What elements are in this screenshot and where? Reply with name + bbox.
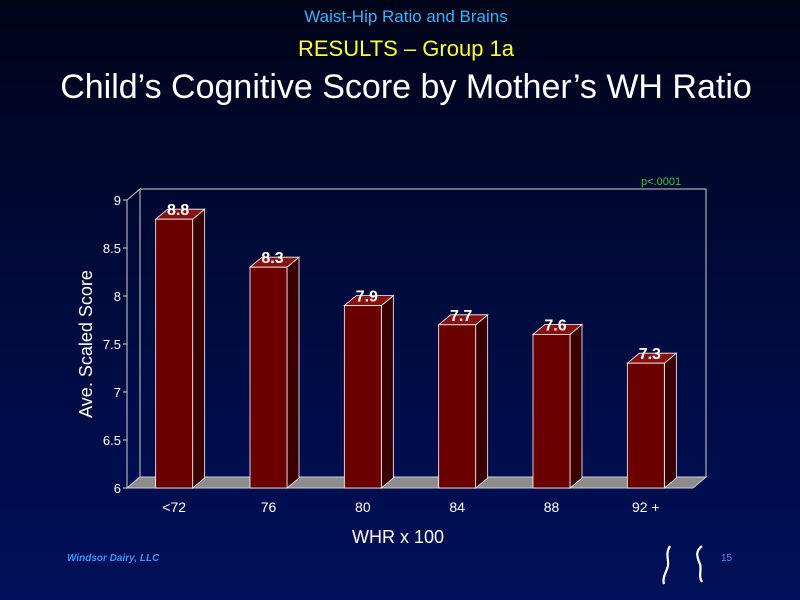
bar bbox=[249, 266, 288, 489]
y-axis-label: Ave. Scaled Score bbox=[76, 270, 96, 418]
bar-side bbox=[663, 352, 677, 489]
bar bbox=[532, 333, 571, 489]
plot-side-wall bbox=[126, 187, 141, 490]
bar-side bbox=[286, 256, 300, 489]
bar bbox=[626, 362, 665, 489]
y-tick-label: 8 bbox=[114, 289, 121, 304]
p-value-annotation: p<.0001 bbox=[641, 176, 681, 188]
x-axis-label: WHR x 100 bbox=[352, 527, 444, 547]
bar bbox=[343, 305, 382, 489]
y-tick-label: 7 bbox=[114, 385, 121, 400]
bar-value-label: 7.3 bbox=[639, 346, 661, 363]
slide-subtitle: RESULTS – Group 1a bbox=[297, 36, 515, 61]
x-tick-label: 80 bbox=[355, 499, 371, 515]
x-tick-label: <72 bbox=[162, 499, 186, 515]
page-number: 15 bbox=[721, 553, 733, 564]
bar-side bbox=[192, 208, 206, 489]
bar bbox=[155, 218, 194, 489]
y-tick-label: 6.5 bbox=[103, 433, 121, 448]
bar-value-label: 8.3 bbox=[261, 250, 283, 267]
footer-company: Windsor Dairy, LLC bbox=[67, 553, 160, 564]
plot-floor bbox=[125, 476, 708, 489]
bar-side bbox=[475, 313, 489, 489]
x-tick-label: 92 + bbox=[632, 499, 660, 515]
logo-icon bbox=[662, 545, 703, 585]
x-tick-label: 88 bbox=[544, 499, 560, 515]
y-tick-label: 8.5 bbox=[103, 241, 121, 256]
bar-side bbox=[569, 323, 583, 489]
x-tick-label: 84 bbox=[449, 499, 465, 515]
y-tick-label: 6 bbox=[114, 481, 121, 496]
y-tick-label: 9 bbox=[114, 193, 121, 208]
bar-value-label: 7.9 bbox=[356, 289, 378, 306]
slide-title: Child’s Cognitive Score by Mother’s WH R… bbox=[60, 68, 752, 106]
x-tick-label: 76 bbox=[261, 499, 277, 515]
plot-back-wall bbox=[139, 188, 707, 478]
bar-value-label: 7.7 bbox=[450, 308, 472, 325]
bar-value-label: 7.6 bbox=[544, 317, 566, 334]
bar bbox=[438, 324, 477, 489]
y-tick-label: 7.5 bbox=[103, 337, 121, 352]
bar-value-label: 8.8 bbox=[167, 202, 189, 219]
slide-supertitle: Waist-Hip Ratio and Brains bbox=[304, 7, 508, 26]
bar-side bbox=[380, 294, 394, 489]
